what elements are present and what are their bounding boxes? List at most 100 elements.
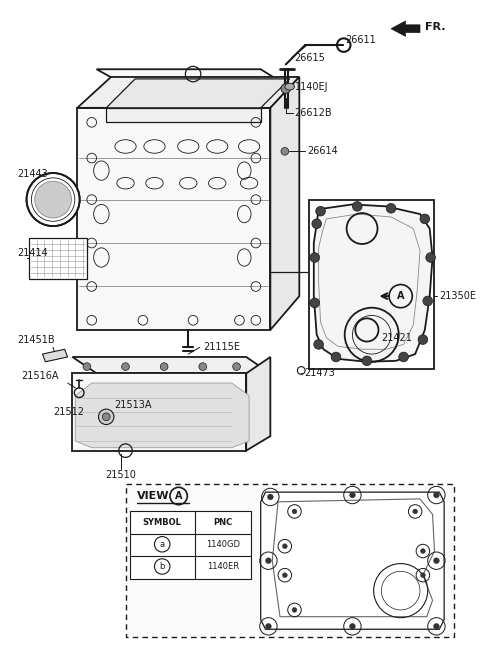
Text: 21516A: 21516A [21, 371, 59, 381]
Polygon shape [131, 512, 251, 579]
Circle shape [420, 548, 425, 554]
Text: 26614: 26614 [307, 146, 338, 156]
Circle shape [386, 203, 396, 213]
Circle shape [418, 335, 428, 344]
Polygon shape [29, 238, 87, 279]
Polygon shape [96, 70, 300, 93]
Circle shape [102, 413, 110, 420]
Circle shape [310, 253, 320, 262]
Circle shape [433, 492, 439, 498]
Circle shape [281, 84, 290, 93]
Text: a: a [434, 558, 438, 564]
Circle shape [314, 340, 324, 349]
Text: 21414: 21414 [17, 248, 48, 258]
Polygon shape [106, 79, 289, 108]
Circle shape [282, 573, 287, 577]
Circle shape [265, 623, 271, 629]
Text: 21513A: 21513A [114, 400, 151, 410]
Text: FR.: FR. [425, 22, 445, 31]
Text: 21473: 21473 [304, 369, 335, 379]
Text: 21512: 21512 [53, 407, 84, 417]
Circle shape [121, 363, 130, 371]
Circle shape [233, 363, 240, 371]
Polygon shape [391, 21, 420, 37]
Text: a: a [434, 624, 438, 629]
Circle shape [98, 409, 114, 424]
Circle shape [433, 623, 439, 629]
Text: a: a [350, 624, 354, 629]
Text: b: b [293, 509, 296, 514]
Text: 26615: 26615 [295, 52, 325, 63]
Text: 26612B: 26612B [295, 108, 332, 117]
Text: 1140EJ: 1140EJ [295, 81, 328, 92]
Text: a: a [268, 495, 272, 499]
Polygon shape [106, 108, 261, 123]
Circle shape [426, 253, 435, 262]
Text: 21115E: 21115E [203, 342, 240, 352]
Polygon shape [314, 205, 432, 362]
Text: a: a [266, 558, 270, 564]
Text: b: b [413, 509, 417, 514]
Circle shape [420, 573, 425, 577]
Circle shape [423, 296, 432, 306]
Polygon shape [43, 349, 68, 362]
Ellipse shape [26, 173, 80, 226]
Text: 26611: 26611 [346, 35, 376, 45]
Text: b: b [283, 544, 287, 548]
Circle shape [83, 363, 91, 371]
Text: a: a [434, 493, 438, 497]
Text: 21443: 21443 [17, 169, 48, 178]
Circle shape [267, 494, 273, 500]
Bar [309, 199, 434, 369]
FancyBboxPatch shape [125, 484, 454, 637]
Text: VIEW: VIEW [137, 491, 169, 501]
Circle shape [292, 509, 297, 514]
Text: A: A [175, 491, 182, 501]
Circle shape [331, 352, 341, 362]
Text: 21451B: 21451B [17, 335, 55, 344]
Polygon shape [72, 357, 270, 373]
Polygon shape [246, 357, 270, 451]
Text: a: a [160, 540, 165, 549]
Polygon shape [77, 77, 300, 108]
Text: b: b [293, 607, 296, 613]
Ellipse shape [285, 83, 295, 90]
Circle shape [349, 623, 355, 629]
Text: SYMBOL: SYMBOL [143, 518, 181, 527]
Circle shape [362, 356, 372, 365]
Text: A: A [397, 291, 405, 301]
Text: 1140ER: 1140ER [207, 562, 239, 571]
Ellipse shape [35, 181, 72, 218]
Text: 21510: 21510 [105, 470, 136, 480]
Text: b: b [283, 573, 287, 578]
Circle shape [312, 219, 322, 228]
Polygon shape [75, 383, 249, 448]
Text: b: b [159, 562, 165, 571]
Text: b: b [421, 548, 425, 554]
Text: 21421: 21421 [382, 333, 412, 342]
Polygon shape [77, 108, 270, 330]
Circle shape [399, 352, 408, 362]
Circle shape [310, 298, 320, 308]
Circle shape [281, 148, 288, 155]
Text: a: a [266, 624, 270, 629]
Polygon shape [72, 373, 246, 451]
Circle shape [265, 558, 271, 564]
Text: 1140GD: 1140GD [206, 540, 240, 549]
Circle shape [420, 214, 430, 224]
Polygon shape [261, 492, 444, 629]
Circle shape [316, 207, 325, 216]
Circle shape [433, 558, 439, 564]
Polygon shape [270, 77, 300, 330]
Circle shape [349, 492, 355, 498]
Circle shape [292, 607, 297, 612]
Circle shape [413, 509, 418, 514]
Text: PNC: PNC [214, 518, 233, 527]
Circle shape [199, 363, 206, 371]
Circle shape [160, 363, 168, 371]
Circle shape [352, 201, 362, 211]
Text: 21350E: 21350E [439, 291, 476, 301]
Text: b: b [421, 573, 425, 578]
Circle shape [282, 544, 287, 548]
Text: a: a [350, 493, 354, 497]
